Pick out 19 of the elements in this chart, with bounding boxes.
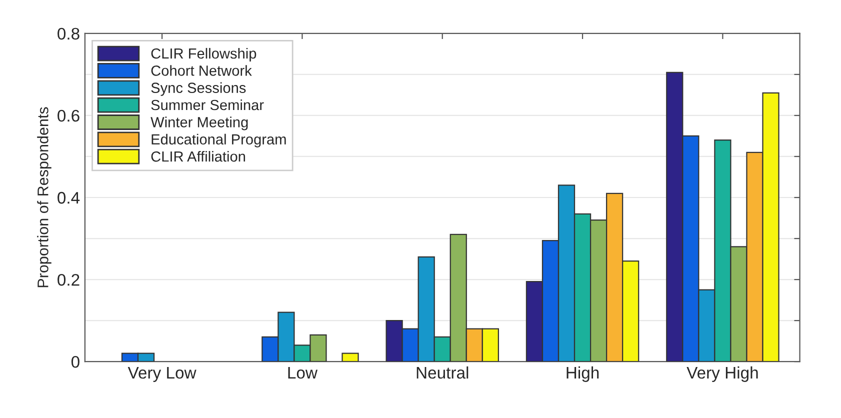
legend-label: CLIR Affiliation (151, 150, 246, 162)
y-tick-label: 0.8 (58, 28, 80, 40)
legend-label: CLIR Fellowship (151, 48, 256, 62)
legend-label: Summer Seminar (151, 99, 264, 110)
legend-label: Winter Meeting (150, 116, 248, 130)
y-tick-label: 0.4 (58, 192, 80, 204)
legend-label: Cohort Network (151, 65, 252, 76)
legend-label: Sync Sessions (151, 82, 246, 96)
x-tick-label: Neutral (416, 366, 468, 379)
legend-label: Educational Program (152, 134, 286, 148)
x-tick-label: Low (288, 367, 318, 379)
y-tick-label: 0.2 (58, 274, 80, 286)
x-tick-label: High (566, 366, 599, 382)
y-tick-label: 0 (71, 356, 80, 368)
bar (342, 352, 359, 362)
x-tick-label: Very Low (128, 367, 196, 382)
x-tick-label: Very High (686, 366, 758, 382)
y-tick-label: 0.6 (58, 110, 80, 122)
y-axis-title: Proportion of Respondents (37, 107, 52, 288)
